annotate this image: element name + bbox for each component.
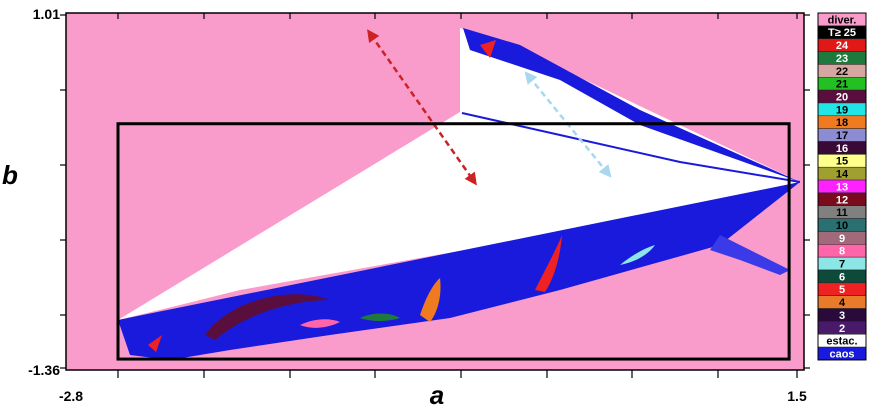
legend-label: 23 <box>836 53 848 65</box>
legend-label: 2 <box>839 323 845 335</box>
period-island-pink <box>300 319 340 328</box>
legend-label: 9 <box>839 233 845 245</box>
legend-label: 21 <box>836 79 848 91</box>
legend-frame <box>817 12 867 361</box>
y-tick-label-min: -1.36 <box>28 362 60 378</box>
legend-label: diver. <box>828 14 857 26</box>
period-island-red <box>535 235 562 292</box>
y-tick-label-max: 1.01 <box>33 6 60 22</box>
legend-label: 15 <box>836 156 848 168</box>
period-island-cyan <box>620 245 655 265</box>
legend-label: 20 <box>836 91 848 103</box>
legend-label: estac. <box>826 336 857 348</box>
legend-label: 4 <box>839 297 846 309</box>
x-tick-label-min: -2.8 <box>59 388 83 404</box>
plot-frame <box>65 12 805 371</box>
x-axis-label: a <box>430 380 444 409</box>
legend-label: 5 <box>839 284 845 296</box>
legend-label: 8 <box>839 246 845 258</box>
legend-label: 11 <box>836 207 848 219</box>
legend-label: 13 <box>836 181 848 193</box>
zoom-rectangle <box>116 122 791 361</box>
legend-label: 19 <box>836 104 848 116</box>
legend-label: 16 <box>836 143 848 155</box>
chaos-tail <box>710 235 790 275</box>
y-axis-label: b <box>2 160 18 190</box>
legend-label: T≥ 25 <box>828 27 856 39</box>
chaos-band-lower <box>118 182 800 360</box>
legend-label: 3 <box>839 310 845 322</box>
period-island-red-top <box>480 40 496 58</box>
legend-label: 7 <box>839 259 845 271</box>
axis-ticks <box>60 13 810 378</box>
period-island-green <box>360 313 400 321</box>
chaos-band-upper <box>463 28 800 182</box>
period-island-orange <box>420 278 441 322</box>
x-tick-label-max: 1.5 <box>787 388 807 404</box>
legend-label: 24 <box>836 40 849 52</box>
legend-label: 12 <box>836 194 848 206</box>
legend-label: 14 <box>836 169 849 181</box>
legend-label: 17 <box>836 130 848 142</box>
period-island-brown <box>205 294 330 340</box>
legend-label: 22 <box>836 66 848 78</box>
period-island-red-left <box>148 335 162 352</box>
legend-label: 10 <box>836 220 848 232</box>
legend-label: caos <box>829 348 854 360</box>
legend-label: 6 <box>839 271 845 283</box>
legend-label: 18 <box>836 117 848 129</box>
legend: diver.T≥ 2524232221201918171615141312111… <box>817 12 867 361</box>
